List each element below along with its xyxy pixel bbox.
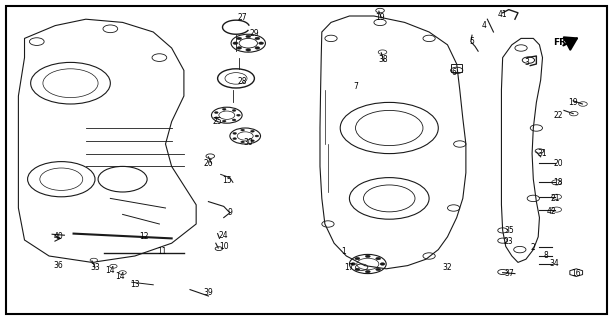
Circle shape — [255, 37, 260, 40]
Circle shape — [355, 268, 360, 271]
Text: 28: 28 — [237, 77, 247, 86]
Circle shape — [241, 129, 245, 131]
Circle shape — [237, 114, 240, 116]
Text: 23: 23 — [504, 237, 514, 246]
Text: 30: 30 — [243, 138, 253, 147]
Text: 20: 20 — [553, 159, 563, 168]
Circle shape — [233, 132, 237, 134]
Circle shape — [232, 109, 236, 111]
Text: 19: 19 — [568, 98, 578, 107]
Text: 34: 34 — [550, 260, 560, 268]
Bar — [451, 64, 462, 72]
Circle shape — [251, 130, 254, 132]
Text: FR.: FR. — [553, 38, 569, 47]
Text: 21: 21 — [550, 194, 560, 203]
Circle shape — [552, 207, 562, 212]
Circle shape — [579, 102, 587, 106]
Text: 38: 38 — [378, 55, 388, 64]
Circle shape — [223, 120, 226, 122]
Text: 41: 41 — [498, 10, 508, 19]
Text: 32: 32 — [443, 263, 452, 272]
Circle shape — [246, 49, 251, 51]
Circle shape — [246, 35, 251, 38]
Circle shape — [251, 140, 254, 142]
Circle shape — [376, 257, 381, 260]
Text: 11: 11 — [158, 247, 167, 256]
Circle shape — [223, 108, 226, 110]
Circle shape — [215, 117, 218, 119]
Text: 1: 1 — [341, 247, 346, 256]
Text: 12: 12 — [139, 232, 149, 241]
Text: 18: 18 — [553, 178, 563, 187]
Text: 25: 25 — [213, 117, 223, 126]
Text: 35: 35 — [504, 226, 514, 235]
Circle shape — [232, 119, 236, 121]
Circle shape — [376, 268, 381, 271]
Text: 40: 40 — [53, 232, 63, 241]
Text: 6: 6 — [451, 68, 456, 76]
Circle shape — [259, 42, 264, 44]
Text: 27: 27 — [237, 13, 247, 22]
Circle shape — [241, 141, 245, 143]
Circle shape — [237, 47, 242, 49]
Circle shape — [552, 180, 562, 185]
Text: 31: 31 — [538, 149, 547, 158]
Text: 13: 13 — [130, 280, 140, 289]
Circle shape — [552, 194, 562, 199]
Text: 37: 37 — [504, 269, 514, 278]
Text: 17: 17 — [345, 263, 354, 272]
Text: 9: 9 — [227, 208, 232, 217]
Circle shape — [233, 42, 238, 44]
Circle shape — [215, 247, 223, 251]
Text: 29: 29 — [249, 29, 259, 38]
Text: 4: 4 — [482, 21, 487, 30]
Text: 39: 39 — [204, 288, 213, 297]
Circle shape — [90, 258, 97, 262]
Text: 14: 14 — [105, 266, 115, 275]
Circle shape — [380, 263, 385, 265]
Text: 16: 16 — [571, 269, 581, 278]
Circle shape — [378, 50, 387, 54]
Text: 5: 5 — [470, 37, 474, 46]
Circle shape — [215, 112, 218, 114]
Circle shape — [206, 154, 215, 158]
Circle shape — [255, 47, 260, 49]
Text: 19: 19 — [375, 13, 385, 22]
Circle shape — [255, 135, 259, 137]
Circle shape — [351, 263, 356, 265]
Text: 26: 26 — [204, 159, 213, 168]
Circle shape — [376, 8, 384, 13]
Text: 22: 22 — [553, 111, 563, 120]
Text: 33: 33 — [90, 263, 100, 272]
Circle shape — [233, 138, 237, 140]
Text: 14: 14 — [115, 272, 124, 281]
Text: 42: 42 — [547, 207, 557, 216]
Text: 3: 3 — [525, 58, 530, 67]
Text: 24: 24 — [219, 231, 229, 240]
Circle shape — [237, 37, 242, 40]
Text: 36: 36 — [53, 261, 63, 270]
Text: 15: 15 — [222, 176, 232, 185]
Text: 8: 8 — [543, 252, 548, 260]
FancyArrowPatch shape — [563, 37, 577, 50]
Circle shape — [365, 270, 370, 273]
Text: 10: 10 — [219, 242, 229, 251]
Circle shape — [365, 255, 370, 258]
Circle shape — [355, 257, 360, 260]
Text: 7: 7 — [353, 82, 358, 91]
Text: 2: 2 — [531, 244, 536, 252]
Circle shape — [569, 111, 578, 116]
